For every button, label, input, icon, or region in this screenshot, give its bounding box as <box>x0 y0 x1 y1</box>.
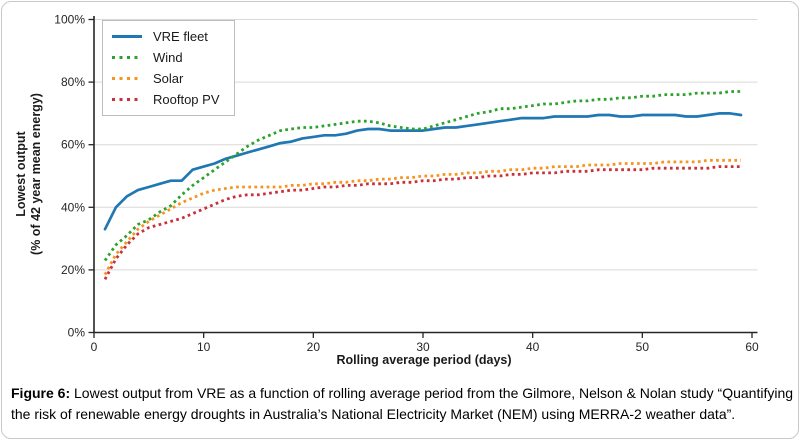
x-tick-label: 40 <box>526 340 540 354</box>
chart-legend: VRE fleet Wind Solar Rooftop PV <box>102 20 235 116</box>
y-axis-title-line2: (% of 42 year mean energy) <box>29 93 43 255</box>
figure-caption: Figure 6: Lowest output from VRE as a fu… <box>11 383 795 425</box>
legend-swatch-solar <box>112 77 142 80</box>
x-tick-label: 50 <box>636 340 650 354</box>
figure-caption-prefix: Figure 6: <box>11 385 71 401</box>
y-tick-label: 0% <box>68 326 86 340</box>
legend-label: Solar <box>153 71 184 86</box>
legend-swatch-rooftop-pv <box>112 98 142 101</box>
x-tick-label: 30 <box>416 340 430 354</box>
legend-label: VRE fleet <box>153 29 208 44</box>
x-axis-title: Rolling average period (days) <box>336 353 512 367</box>
y-tick-label: 80% <box>61 75 85 89</box>
legend-item-rooftop-pv: Rooftop PV <box>112 89 220 110</box>
y-tick-label: 100% <box>54 13 85 27</box>
legend-swatch-wind <box>112 56 142 59</box>
y-tick-label: 40% <box>61 200 85 214</box>
legend-item-vre-fleet: VRE fleet <box>112 26 220 47</box>
vre-lowest-output-chart: 0% 20% 40% 60% 80% 100% 0 10 20 30 40 50 60 Lowest o… <box>2 2 800 378</box>
legend-swatch-vre-fleet <box>112 35 142 38</box>
series-line-solar <box>103 158 741 276</box>
x-tick-label: 10 <box>197 340 211 354</box>
figure-caption-text: Lowest output from VRE as a function of … <box>11 385 794 422</box>
legend-item-wind: Wind <box>112 47 220 68</box>
x-tick-label: 20 <box>307 340 321 354</box>
legend-label: Wind <box>153 50 183 65</box>
legend-label: Rooftop PV <box>153 92 220 107</box>
y-axis-title: Lowest output (% of 42 year mean energy) <box>14 93 44 255</box>
y-tick-label: 60% <box>61 138 85 152</box>
y-tick-label: 20% <box>61 263 85 277</box>
x-tick-label: 0 <box>91 340 98 354</box>
series-line-rooftop-pv <box>103 165 741 280</box>
series-line-vre-fleet <box>103 112 743 231</box>
series-line-wind <box>103 90 741 262</box>
y-axis-title-line1: Lowest output <box>14 131 28 217</box>
x-tick-label: 60 <box>745 340 759 354</box>
legend-item-solar: Solar <box>112 68 220 89</box>
